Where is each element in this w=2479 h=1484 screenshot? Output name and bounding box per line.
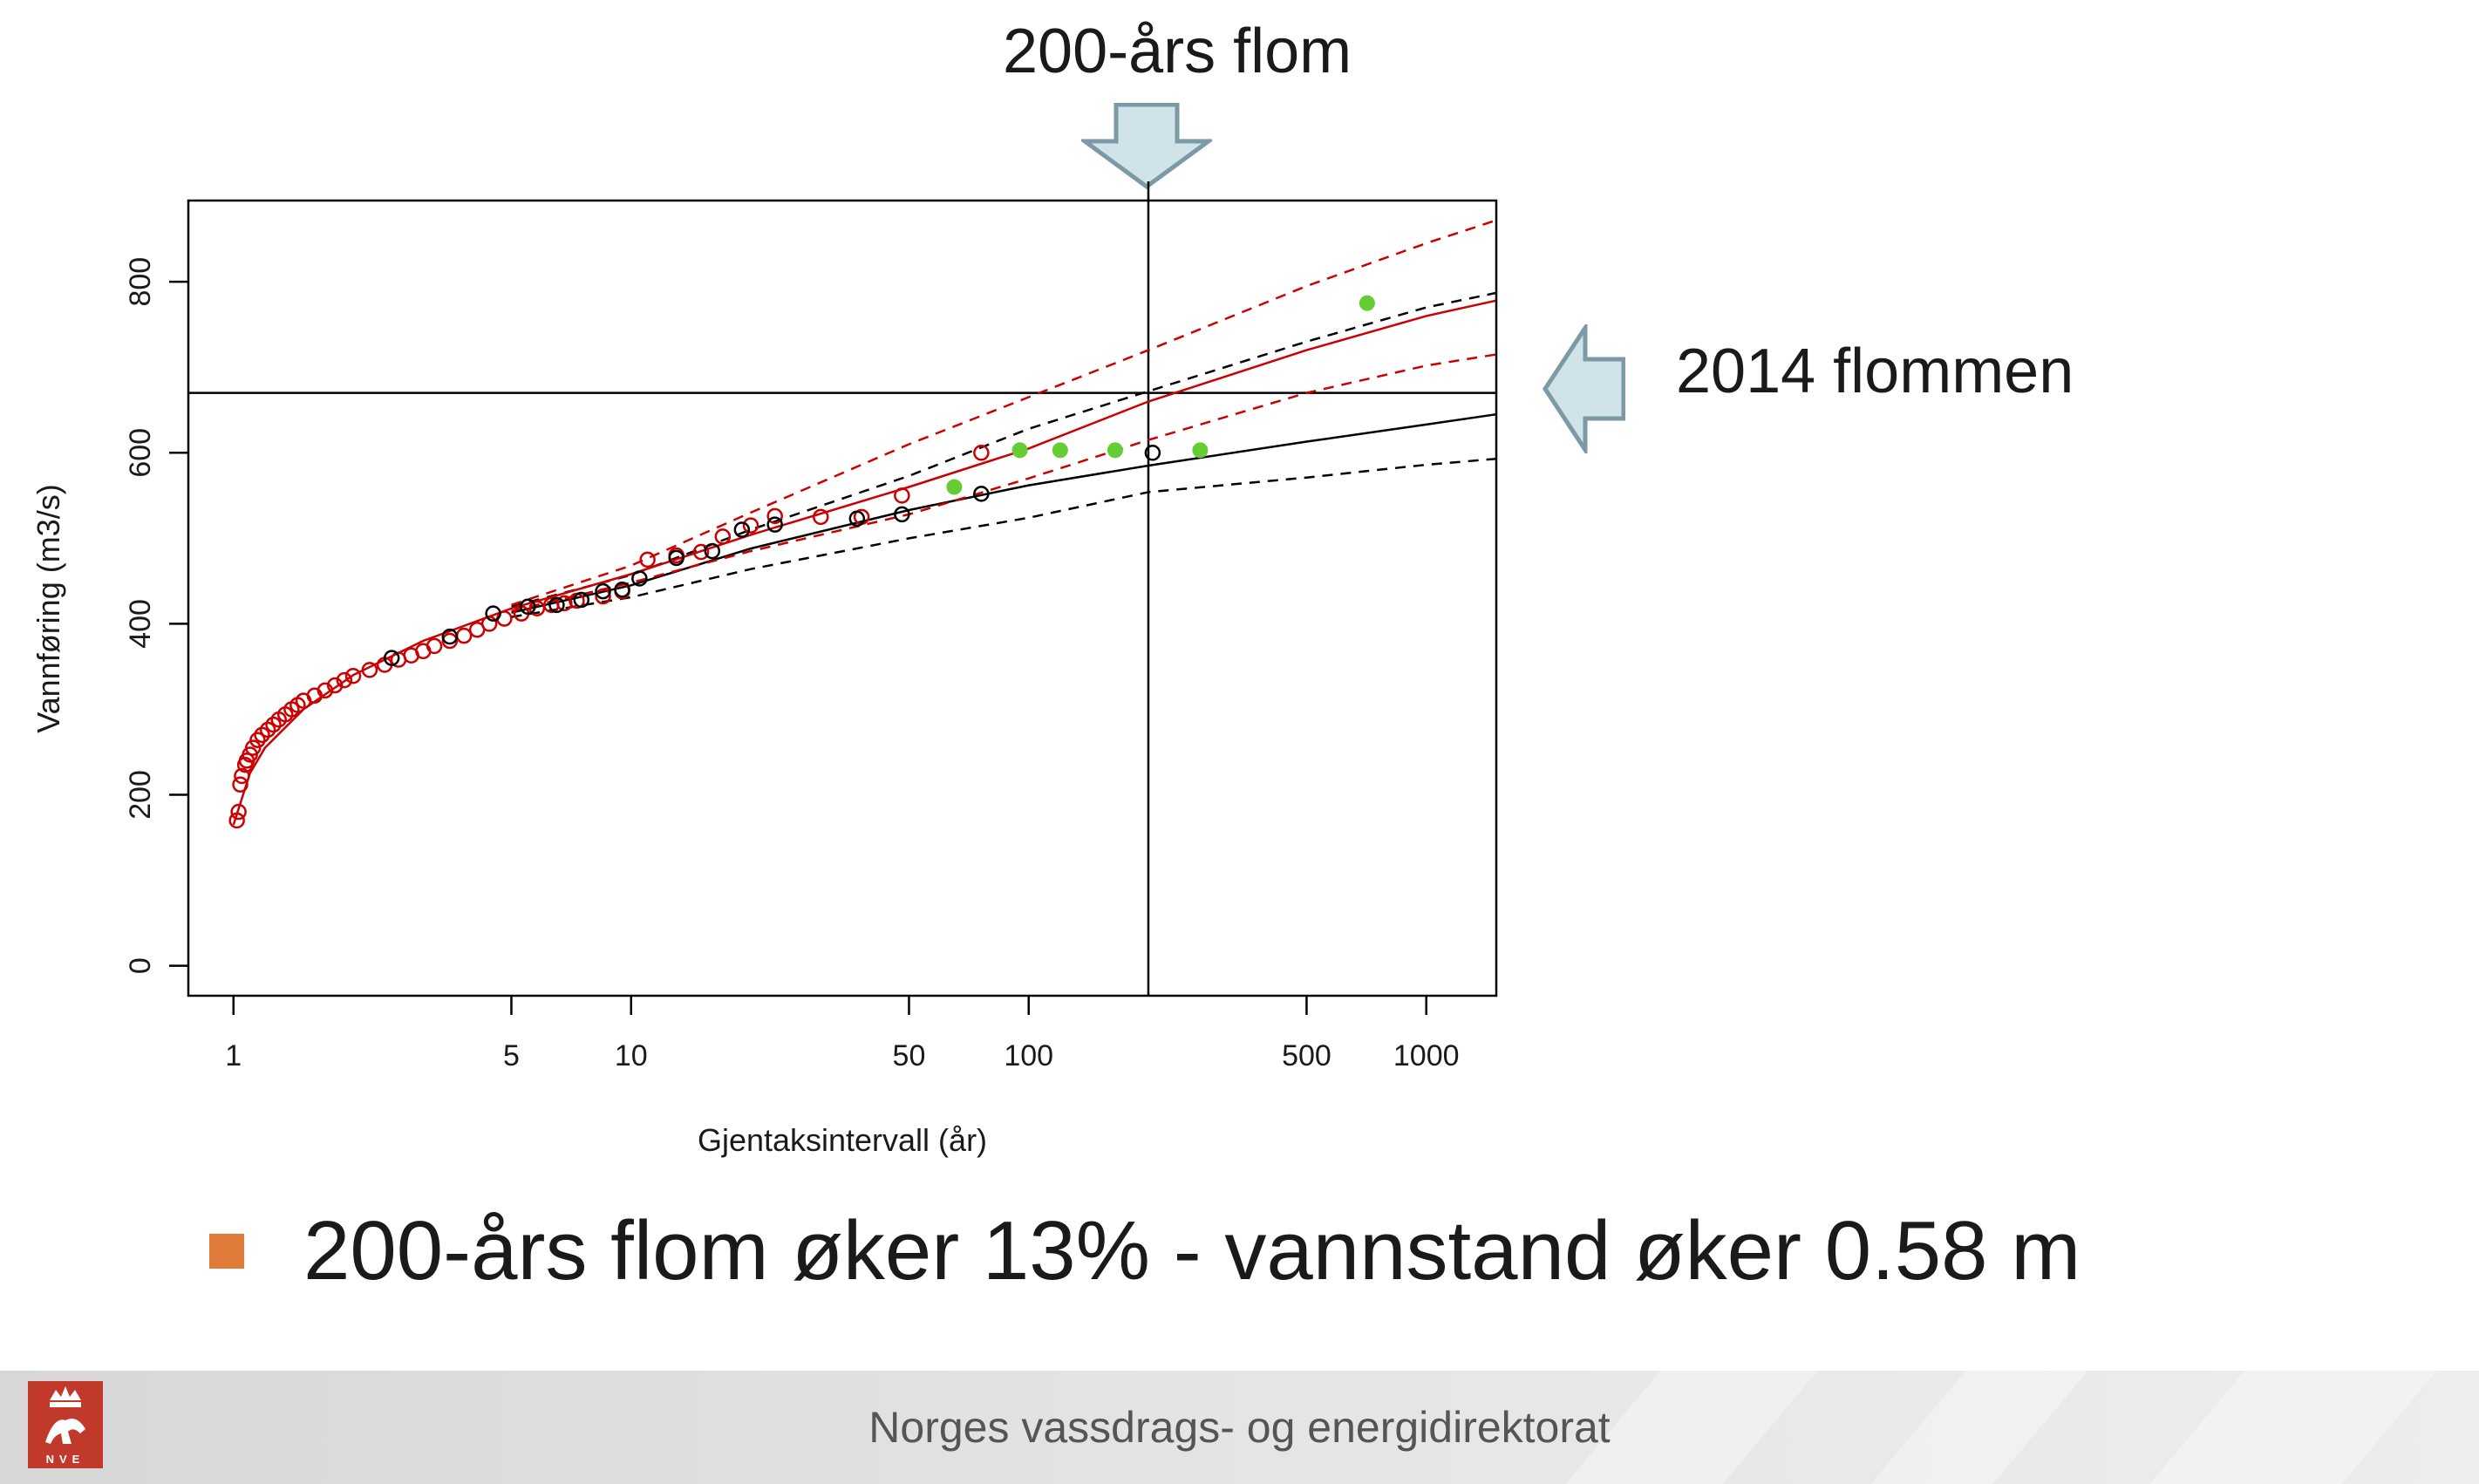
- green-observation-point: [946, 479, 963, 495]
- black-observation-point: [595, 582, 611, 600]
- red-observation-point: [742, 517, 759, 534]
- bullet-square-icon: [209, 1234, 244, 1269]
- black-observation-point: [383, 650, 400, 666]
- green-observation-point: [1011, 442, 1028, 459]
- black-observation-point: [614, 581, 630, 598]
- x-tick-label: 1: [225, 1039, 242, 1072]
- y-tick-label: 200: [124, 770, 157, 820]
- x-tick-label: 5: [503, 1039, 520, 1072]
- x-axis-label: Gjentaksintervall (år): [698, 1122, 987, 1158]
- black-observation-point: [485, 605, 501, 622]
- red-observation-point: [556, 595, 573, 612]
- green-observation-point: [1192, 442, 1209, 459]
- crown-lion-icon: NVE: [45, 1386, 85, 1466]
- plot-frame: [187, 199, 1498, 997]
- black-observation-point: [441, 628, 459, 645]
- black-observation-point: [548, 596, 565, 614]
- black-confidence-line: [511, 291, 1497, 609]
- red-confidence-line: [511, 353, 1497, 612]
- footer-bar: NVE Norges vassdrags- og energidirektora…: [0, 1371, 2479, 1484]
- x-tick-label: 50: [893, 1039, 926, 1072]
- key-finding-text: 200-års flom øker 13% - vannstand øker 0…: [303, 1204, 2081, 1297]
- red-observation-point: [265, 716, 282, 733]
- red-confidence-line: [511, 219, 1497, 606]
- x-tick-label: 10: [615, 1039, 648, 1072]
- flood-2014-callout: 2014 flommen: [1676, 337, 2074, 406]
- red-observation-point: [326, 677, 344, 694]
- green-observation-point: [1107, 442, 1123, 459]
- red-observation-point: [595, 588, 611, 605]
- red-observation-point: [813, 508, 829, 526]
- y-tick-label: 0: [124, 957, 157, 974]
- return-period-200-callout: 200-års flom: [1003, 17, 1352, 86]
- y-tick-label: 600: [124, 428, 157, 478]
- red-observation-point: [344, 667, 362, 684]
- x-tick-label: 1000: [1393, 1039, 1460, 1072]
- black-observation-point: [668, 549, 684, 567]
- black-observation-point: [894, 506, 910, 523]
- red-observation-point: [361, 662, 378, 678]
- red-observation-point: [259, 721, 276, 739]
- black-observation-point: [848, 510, 866, 528]
- nve-logo: NVE: [28, 1381, 103, 1468]
- red-observation-point: [714, 528, 732, 545]
- arrow-left-icon: [1543, 324, 1625, 453]
- red-observation-point: [766, 507, 783, 525]
- red-observation-point: [228, 812, 245, 829]
- y-tick-label: 800: [124, 257, 157, 307]
- x-tick-label: 500: [1282, 1039, 1331, 1072]
- arrow-down-icon: [1081, 103, 1212, 190]
- red-observation-point: [232, 776, 249, 793]
- red-observation-point: [455, 627, 473, 644]
- red-observation-point: [480, 616, 498, 632]
- red-observation-point: [336, 671, 353, 689]
- black-observation-point: [631, 570, 648, 587]
- black-fit-line: [511, 412, 1497, 614]
- y-tick-label: 400: [124, 599, 157, 649]
- x-tick-label: 100: [1004, 1039, 1053, 1072]
- green-observation-point: [1359, 295, 1375, 311]
- black-observation-point: [1144, 445, 1161, 461]
- key-finding-bullet: 200-års flom øker 13% - vannstand øker 0…: [209, 1203, 2081, 1299]
- logo-text: NVE: [46, 1453, 85, 1466]
- black-observation-point: [766, 516, 783, 533]
- red-observation-point: [426, 637, 443, 655]
- black-observation-point: [733, 521, 751, 538]
- red-fit-line: [232, 299, 1497, 826]
- black-observation-point: [973, 486, 990, 502]
- red-observation-point: [317, 682, 334, 699]
- flood-frequency-chart: 0 200 400 600 800 1 5 10 50 100 500 1000 Gjentaksin…: [31, 181, 1498, 1158]
- y-axis-label: Vannføring (m3/s): [31, 484, 66, 732]
- black-observation-point: [573, 591, 590, 609]
- black-observation-point: [520, 598, 536, 616]
- black-confidence-line: [511, 457, 1497, 618]
- red-observation-point: [894, 487, 910, 504]
- red-observation-point: [234, 767, 250, 785]
- footer-org-name: Norges vassdrags- og energidirektorat: [868, 1403, 1611, 1452]
- red-observation-point: [692, 543, 710, 561]
- red-observation-point: [249, 732, 266, 749]
- green-observation-point: [1052, 442, 1068, 459]
- red-observation-point: [639, 551, 656, 568]
- black-observation-point: [704, 542, 721, 560]
- red-observation-point: [441, 632, 459, 650]
- red-observation-point: [973, 445, 990, 461]
- red-observation-point: [230, 803, 247, 820]
